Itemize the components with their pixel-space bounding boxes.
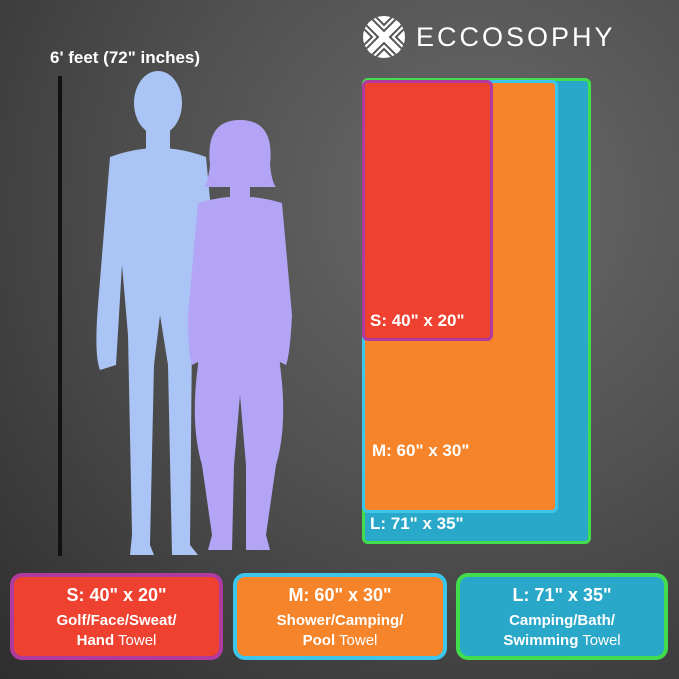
height-label: 6' feet (72" inches): [50, 48, 201, 67]
card-use-bold: Hand: [76, 632, 115, 649]
card-uses: Golf/Face/Sweat/: [56, 612, 177, 629]
brand-logo: ECCOSOPHY: [362, 15, 616, 59]
card-use-bold: Swimming: [503, 632, 579, 649]
card-use-suffix: Towel: [114, 632, 157, 649]
woven-circle-logo-icon: [363, 16, 405, 58]
card-uses: Shower/Camping/: [276, 612, 404, 629]
medium-size-label: M: 60" x 30": [372, 441, 470, 460]
people-silhouettes: [96, 71, 292, 555]
small-size-label: S: 40" x 20": [370, 311, 465, 330]
card-title: M: 60" x 30": [288, 585, 392, 605]
card-uses: Camping/Bath/: [509, 612, 615, 629]
card-use-suffix: Towel: [335, 632, 378, 649]
man-silhouette: [96, 71, 221, 555]
brand-name: ECCOSOPHY: [416, 21, 616, 52]
height-line: [58, 76, 62, 556]
medium-towel-card: M: 60" x 30" Shower/Camping/ Pool Towel: [233, 573, 447, 660]
card-title: S: 40" x 20": [66, 585, 167, 605]
small-towel-card: S: 40" x 20" Golf/Face/Sweat/ Hand Towel: [10, 573, 223, 660]
large-size-label: L: 71" x 35": [370, 514, 464, 533]
card-use-suffix: Towel: [578, 632, 621, 649]
card-title: L: 71" x 35": [512, 585, 612, 605]
small-towel-outline: [362, 80, 493, 341]
large-towel-card: L: 71" x 35" Camping/Bath/ Swimming Towe…: [456, 573, 668, 660]
card-use-bold: Pool: [302, 632, 336, 649]
woman-silhouette: [188, 120, 292, 550]
